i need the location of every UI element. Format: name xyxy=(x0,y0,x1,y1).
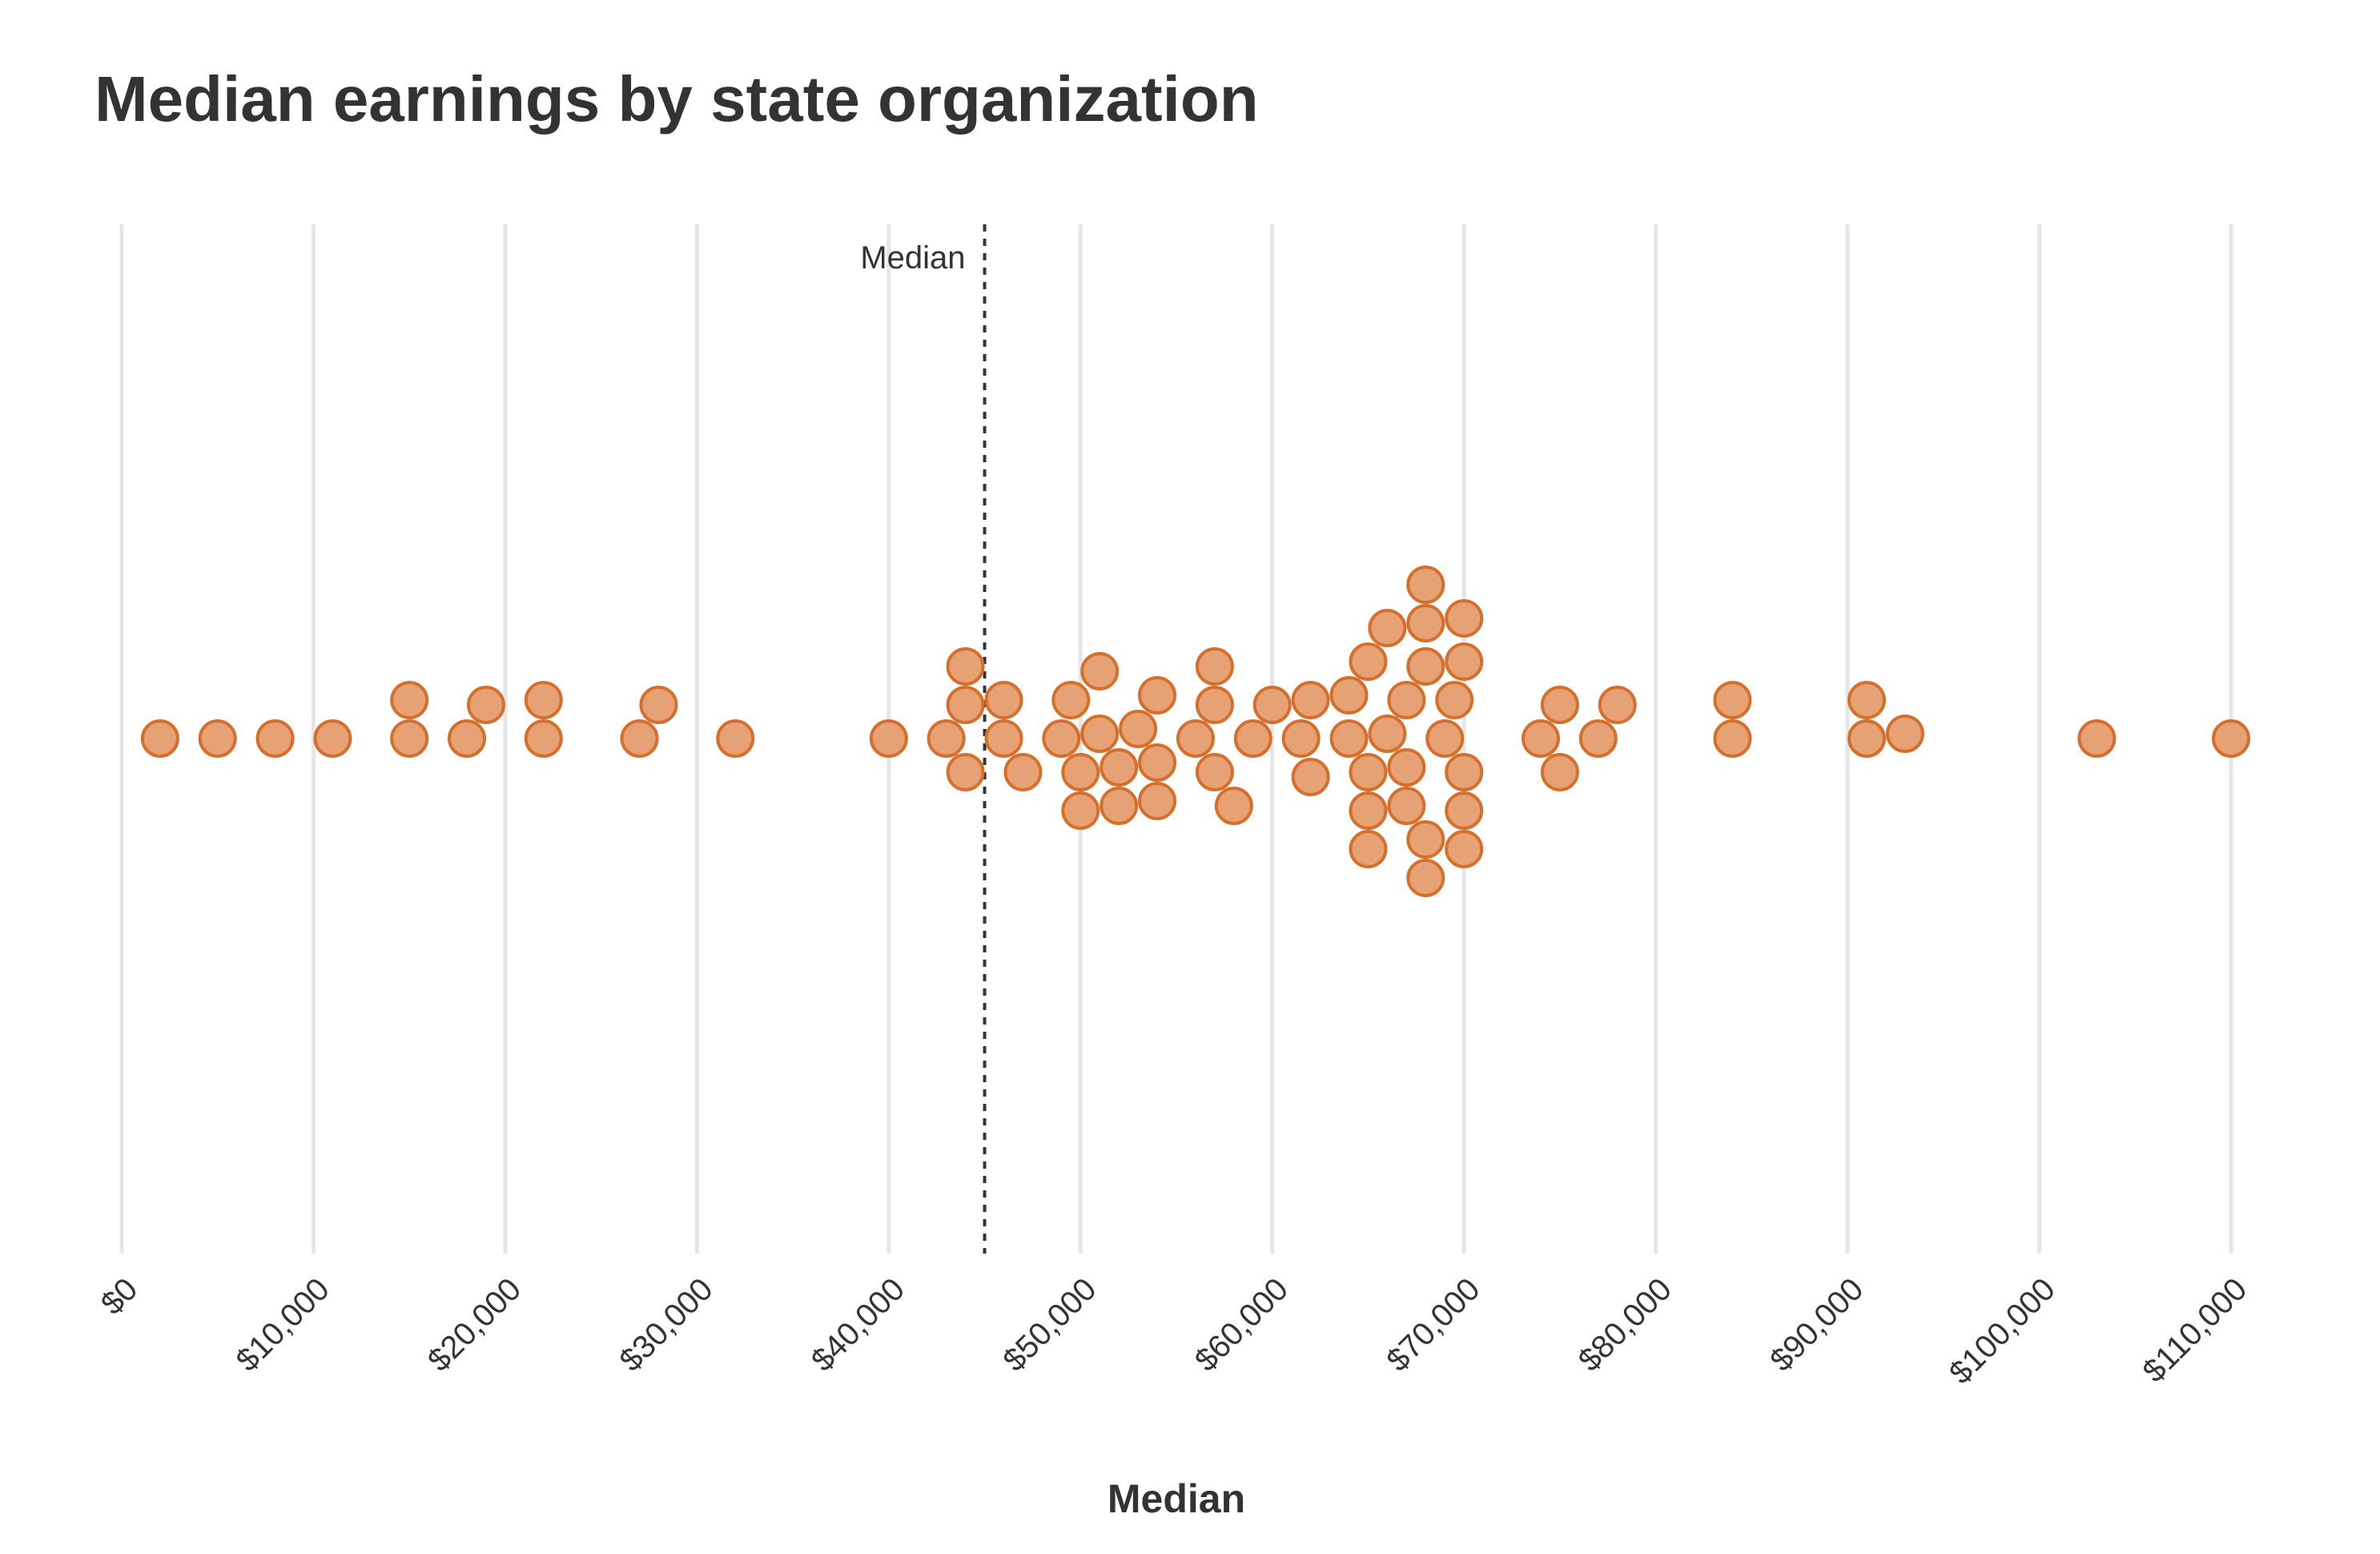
data-point xyxy=(1176,719,1215,758)
data-point xyxy=(946,647,985,686)
data-point xyxy=(1138,676,1177,715)
data-points xyxy=(140,566,2250,897)
data-point xyxy=(1445,830,1484,868)
data-point xyxy=(524,719,563,758)
x-tick-label: $30,000 xyxy=(613,1271,719,1378)
data-point xyxy=(1100,787,1139,825)
data-point xyxy=(1445,599,1484,638)
median-reference-label: Median xyxy=(860,240,965,276)
data-point xyxy=(1349,753,1388,791)
data-point xyxy=(1281,719,1321,758)
data-point xyxy=(466,686,505,724)
data-point xyxy=(1387,748,1426,787)
data-point xyxy=(1598,686,1637,724)
data-point xyxy=(1138,782,1177,820)
data-point xyxy=(1080,715,1120,753)
data-point xyxy=(946,686,985,724)
data-point xyxy=(1119,710,1158,748)
data-point xyxy=(2077,719,2117,758)
data-point xyxy=(313,719,352,758)
x-axis-title: Median xyxy=(1108,1476,1245,1521)
median-reference: Median xyxy=(860,224,987,1254)
data-point xyxy=(639,686,678,724)
data-point xyxy=(1368,715,1407,753)
data-point xyxy=(524,681,563,719)
x-tick-label: $90,000 xyxy=(1763,1271,1870,1378)
x-tick-label: $40,000 xyxy=(805,1271,911,1378)
data-point xyxy=(1100,748,1139,787)
data-point xyxy=(390,719,429,758)
data-point xyxy=(984,681,1023,719)
data-point xyxy=(1445,791,1484,830)
data-point xyxy=(1061,753,1100,791)
x-tick-label: $80,000 xyxy=(1572,1271,1678,1378)
data-point xyxy=(1406,859,1445,897)
chart-title: Median earnings by state organization xyxy=(94,63,1259,135)
data-point xyxy=(1195,753,1234,791)
data-point xyxy=(1406,566,1445,604)
x-tick-label: $110,000 xyxy=(2136,1271,2253,1389)
data-point xyxy=(620,719,659,758)
data-point xyxy=(1349,791,1388,830)
data-point xyxy=(1195,647,1234,686)
data-point xyxy=(1042,719,1081,758)
data-point xyxy=(1368,609,1407,647)
data-point xyxy=(1214,787,1253,825)
data-point xyxy=(198,719,237,758)
data-point xyxy=(1578,719,1618,758)
data-point xyxy=(1387,787,1426,825)
data-point xyxy=(140,719,179,758)
data-point xyxy=(1885,715,1924,753)
x-tick-label: $50,000 xyxy=(996,1271,1103,1378)
data-point xyxy=(1406,647,1445,686)
data-point xyxy=(1847,719,1887,758)
x-tick-label: $0 xyxy=(94,1271,145,1322)
data-point xyxy=(2212,719,2250,758)
data-point xyxy=(869,719,908,758)
data-point xyxy=(1252,686,1292,724)
data-point xyxy=(1406,820,1445,859)
data-point xyxy=(1349,830,1388,868)
data-point xyxy=(1329,719,1369,758)
data-point xyxy=(927,719,966,758)
data-point xyxy=(1540,753,1579,791)
data-point xyxy=(1445,753,1484,791)
data-point xyxy=(1051,681,1091,719)
data-point xyxy=(1425,719,1465,758)
data-point xyxy=(1061,791,1100,830)
x-tick-label: $100,000 xyxy=(1943,1271,2062,1391)
data-point xyxy=(1291,758,1330,796)
data-point xyxy=(1003,753,1043,791)
data-point xyxy=(1195,686,1234,724)
data-point xyxy=(716,719,755,758)
data-point xyxy=(1329,676,1369,715)
data-point xyxy=(390,681,429,719)
data-point xyxy=(1445,642,1484,681)
data-point xyxy=(1435,681,1474,719)
data-point xyxy=(1521,719,1560,758)
data-point xyxy=(1349,642,1388,681)
data-point xyxy=(1387,681,1426,719)
data-point xyxy=(984,719,1023,758)
data-point xyxy=(1406,604,1445,642)
data-point xyxy=(1233,719,1272,758)
x-tick-label: $70,000 xyxy=(1380,1271,1486,1378)
x-tick-label: $60,000 xyxy=(1188,1271,1295,1378)
data-point xyxy=(946,753,985,791)
data-point xyxy=(1291,681,1330,719)
data-point xyxy=(1080,652,1120,690)
data-point xyxy=(255,719,295,758)
data-point xyxy=(1847,681,1887,719)
x-tick-label: $20,000 xyxy=(421,1271,528,1378)
x-axis-ticks: $0 $10,000 $20,000 $30,000 $40,000 $50,000 $60… xyxy=(94,1271,2254,1391)
data-point xyxy=(1138,743,1177,782)
data-point xyxy=(1713,681,1752,719)
data-point xyxy=(1540,686,1579,724)
x-tick-label: $10,000 xyxy=(229,1271,336,1378)
data-point xyxy=(448,719,487,758)
data-point xyxy=(1713,719,1752,758)
